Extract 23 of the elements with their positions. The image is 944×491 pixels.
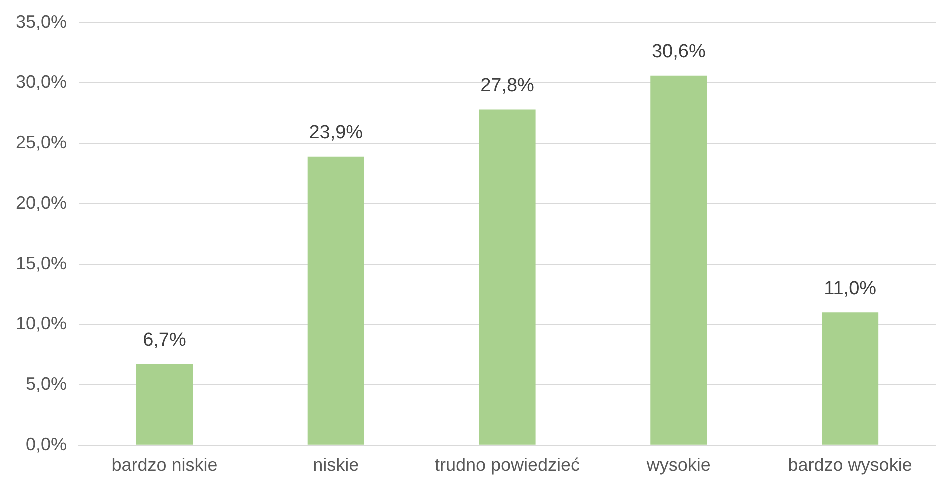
x-tick-label: trudno powiedzieć bbox=[434, 455, 580, 476]
bar bbox=[136, 364, 194, 445]
x-tick-label: bardzo wysokie bbox=[788, 455, 912, 476]
bar bbox=[650, 76, 708, 445]
x-tick-label: niskie bbox=[313, 455, 360, 476]
x-tick-label: wysokie bbox=[646, 455, 711, 476]
bar bbox=[308, 156, 364, 445]
data-label: 30,6% bbox=[652, 42, 706, 63]
y-tick-label: 15,0% bbox=[16, 253, 68, 274]
data-label: 23,9% bbox=[309, 122, 364, 144]
y-tick-label: 25,0% bbox=[16, 132, 68, 153]
y-tick-label: 0,0% bbox=[26, 434, 68, 454]
bar bbox=[479, 110, 536, 445]
bar bbox=[822, 312, 879, 445]
y-tick-label: 5,0% bbox=[26, 374, 68, 394]
x-tick-label: bardzo niskie bbox=[112, 455, 218, 476]
y-tick-label: 30,0% bbox=[16, 72, 68, 92]
y-tick-label: 10,0% bbox=[16, 314, 68, 334]
data-label: 11,0% bbox=[824, 278, 877, 300]
y-tick-label: 20,0% bbox=[16, 192, 68, 213]
y-tick-label: 35,0% bbox=[16, 12, 68, 32]
data-label: 6,7% bbox=[143, 330, 186, 352]
data-label: 27,8% bbox=[480, 75, 535, 96]
